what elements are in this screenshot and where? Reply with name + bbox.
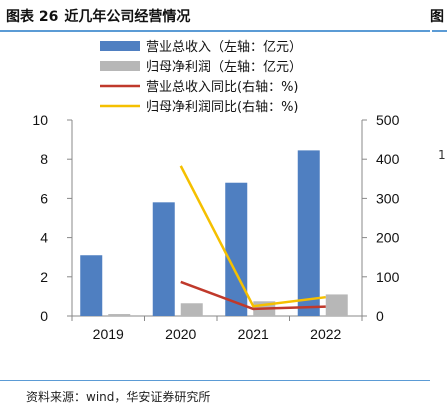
- y-right-tick-label: 200: [376, 230, 400, 246]
- legend-label-2: 归母净利润（左轴：亿元）: [146, 60, 302, 75]
- line-revenue-yoy: [180, 280, 326, 311]
- next-title-rule: [432, 30, 447, 32]
- source-rule: [0, 380, 430, 381]
- bar-revenue-2021: [225, 182, 248, 316]
- y-left-tick-label: 2: [40, 269, 48, 285]
- next-figure-label: 图: [430, 9, 444, 25]
- y-left-tick-label: 0: [40, 308, 48, 324]
- legend-label-3: 营业总收入同比(右轴：%): [146, 80, 299, 95]
- y-left-tick-label: 4: [40, 230, 48, 246]
- legend-label-1: 营业总收入（左轴：亿元）: [146, 40, 302, 55]
- y-right-tick-label: 300: [376, 190, 400, 206]
- line-profit-yoy: [179, 165, 326, 308]
- y-right-tick-label: 400: [376, 151, 400, 167]
- chart: 营业总收入（左轴：亿元） 归母净利润（左轴：亿元） 营业总收入同比(右轴：%) 归母净…: [32, 40, 399, 342]
- y-right-tick-label: 0: [376, 308, 384, 324]
- x-tick-label-2022: 2022: [310, 326, 341, 342]
- chart-lines: [179, 165, 326, 311]
- bar-profit-2022: [325, 294, 348, 316]
- x-tick-label-2019: 2019: [93, 326, 124, 342]
- figure-number: 图表 26: [6, 9, 59, 25]
- chart-bars: [80, 150, 348, 316]
- x-tick-label-2020: 2020: [165, 326, 196, 342]
- next-figure-fragment: 1: [438, 148, 446, 162]
- y-left-tick-label: 8: [40, 151, 48, 167]
- source-note: 资料来源：wind，华安证券研究所: [26, 390, 211, 404]
- y-right-tick-label: 100: [376, 269, 400, 285]
- x-tick-labels: 2019 2020 2021 2022: [93, 326, 342, 342]
- bar-revenue-2022: [297, 150, 320, 316]
- legend-swatch-1: [100, 41, 140, 51]
- chart-legend: 营业总收入（左轴：亿元） 归母净利润（左轴：亿元） 营业总收入同比(右轴：%) 归母净…: [100, 40, 302, 115]
- y-left-tick-label: 10: [32, 112, 48, 128]
- figure-title-text: 近几年公司经营情况: [64, 9, 191, 25]
- x-tick-label-2021: 2021: [238, 326, 269, 342]
- legend-swatch-2: [100, 61, 140, 71]
- legend-label-4: 归母净利润同比(右轴：%): [146, 100, 299, 115]
- bar-profit-2019: [108, 314, 131, 316]
- y-right-tick-label: 500: [376, 112, 400, 128]
- bar-profit-2020: [180, 303, 203, 316]
- title-rule: [0, 30, 430, 32]
- bar-revenue-2020: [152, 202, 175, 316]
- figure-title: 图表 26 近几年公司经营情况: [6, 6, 190, 26]
- bar-revenue-2019: [80, 255, 103, 316]
- y-left-tick-label: 6: [40, 190, 48, 206]
